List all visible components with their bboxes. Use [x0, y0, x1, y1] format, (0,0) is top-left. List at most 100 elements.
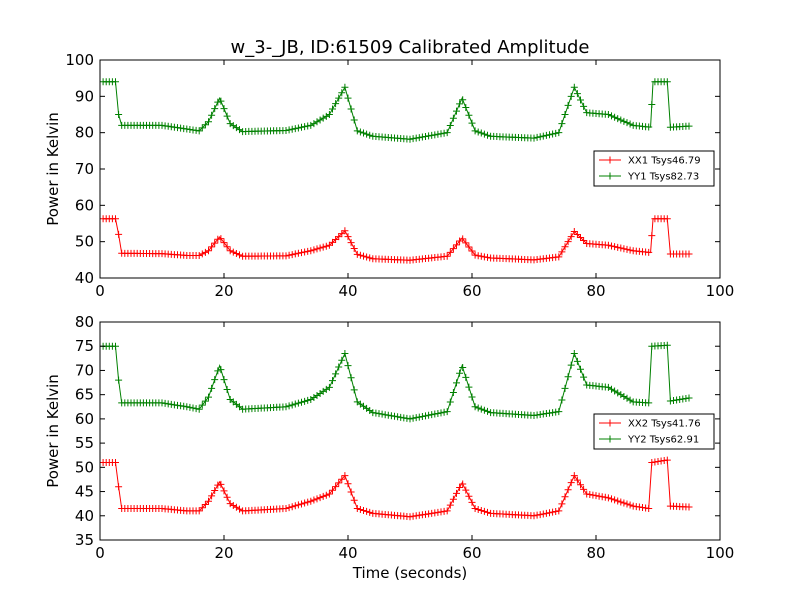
y-tick-label: 90 — [75, 87, 94, 105]
legend-label: YY2 Tsys62.91 — [627, 435, 699, 446]
data-point — [189, 404, 197, 412]
data-point — [456, 369, 464, 377]
data-point — [561, 384, 569, 392]
data-point — [406, 135, 414, 143]
data-point — [223, 386, 231, 394]
x-axis-label: Time (seconds) — [352, 564, 468, 582]
data-point — [573, 90, 581, 98]
data-point — [353, 127, 361, 135]
data-point — [462, 486, 470, 494]
data-point — [335, 479, 343, 487]
data-point — [422, 132, 429, 140]
data-point — [620, 117, 628, 125]
data-point — [384, 411, 392, 419]
data-point — [434, 409, 442, 417]
data-point — [552, 129, 560, 137]
data-point — [205, 497, 212, 505]
legend-label: XX1 Tsys46.79 — [628, 156, 701, 167]
data-point — [329, 238, 336, 246]
y-axis-label: Power in Kelvin — [44, 112, 62, 226]
data-point — [409, 135, 417, 143]
data-point — [468, 247, 476, 255]
data-point — [394, 413, 402, 421]
legend-box — [593, 413, 715, 450]
data-point — [564, 373, 572, 381]
y-tick-label: 80 — [75, 313, 94, 331]
data-point — [425, 411, 433, 419]
data-point — [480, 406, 488, 414]
data-point — [316, 116, 324, 124]
data-point — [329, 105, 336, 113]
data-point — [471, 403, 479, 411]
data-point — [319, 114, 327, 122]
data-point — [332, 370, 340, 378]
data-point — [288, 125, 296, 133]
data-point — [558, 120, 566, 128]
data-point — [611, 496, 619, 504]
data-point — [459, 96, 467, 104]
data-point — [294, 124, 302, 132]
data-point — [685, 394, 693, 402]
x-tick-label: 0 — [95, 282, 105, 300]
x-tick-label: 80 — [586, 544, 605, 562]
data-point — [415, 134, 423, 142]
data-point — [580, 102, 588, 110]
data-point — [453, 489, 460, 497]
data-point — [449, 114, 457, 122]
data-point — [329, 377, 336, 385]
data-point — [282, 403, 290, 411]
data-point — [198, 401, 206, 409]
legend-label: YY1 Tsys82.73 — [627, 172, 699, 183]
data-point — [205, 393, 212, 401]
data-point — [291, 125, 299, 133]
data-point — [236, 251, 243, 259]
data-point — [301, 248, 309, 256]
data-point — [446, 121, 454, 129]
data-point — [332, 235, 340, 243]
data-point — [459, 480, 467, 488]
data-point — [564, 486, 572, 494]
data-point — [338, 475, 346, 483]
data-point — [338, 356, 346, 364]
data-point — [353, 505, 361, 513]
data-point — [604, 241, 612, 249]
data-point — [567, 92, 575, 100]
data-point — [611, 243, 619, 251]
data-point — [645, 123, 653, 131]
data-point — [477, 252, 485, 260]
data-point — [459, 235, 467, 243]
data-point — [431, 410, 439, 418]
data-point — [555, 507, 563, 515]
data-point — [459, 364, 467, 372]
data-point — [211, 105, 219, 113]
data-point — [198, 504, 206, 512]
data-point — [294, 501, 302, 509]
data-point — [474, 505, 482, 513]
data-point — [626, 396, 634, 404]
data-point — [443, 129, 451, 137]
y-tick-label: 40 — [75, 269, 94, 287]
data-point — [626, 246, 634, 254]
data-point — [307, 121, 315, 129]
data-point — [608, 385, 615, 393]
data-point — [536, 133, 544, 141]
legend-marker — [606, 419, 614, 427]
data-point — [462, 103, 470, 111]
data-point — [663, 341, 671, 349]
data-point — [350, 244, 358, 252]
data-point — [325, 490, 333, 498]
data-point — [341, 83, 349, 91]
data-point — [291, 502, 299, 510]
data-point — [456, 100, 464, 108]
data-point — [304, 498, 312, 506]
data-point — [220, 105, 228, 113]
data-point — [608, 112, 615, 120]
data-point — [570, 349, 578, 357]
data-point — [484, 508, 491, 516]
data-point — [217, 480, 225, 488]
data-point — [577, 365, 584, 373]
data-point — [648, 232, 656, 240]
y-tick-label: 80 — [75, 124, 94, 142]
data-point — [573, 230, 581, 238]
data-point — [288, 503, 296, 511]
